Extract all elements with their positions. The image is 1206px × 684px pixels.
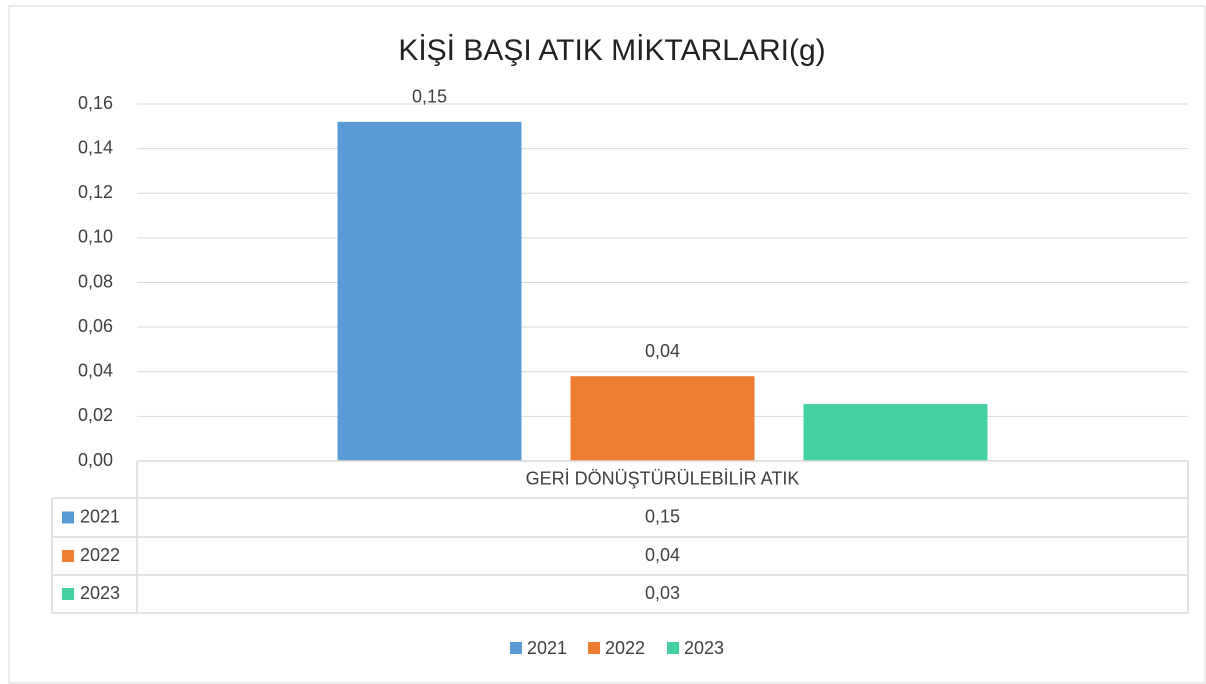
bar [570, 376, 755, 461]
table-series-name: 2022 [80, 545, 120, 565]
legend-key [510, 642, 522, 654]
bar [803, 404, 988, 461]
table-legend-key [62, 550, 74, 562]
y-tick-label: 0,16 [78, 93, 113, 113]
data-label: 0,15 [412, 87, 447, 107]
table-series-name: 2023 [80, 583, 120, 603]
y-tick-label: 0,02 [78, 405, 113, 425]
table-value: 0,15 [645, 506, 680, 526]
chart-title: KİŞİ BAŞI ATIK MİKTARLARI(g) [398, 34, 825, 67]
y-tick-label: 0,00 [78, 450, 113, 470]
y-tick-label: 0,12 [78, 182, 113, 202]
table-legend-key [62, 588, 74, 600]
legend-key [588, 642, 600, 654]
legend-label: 2021 [527, 638, 567, 658]
chart-frame [8, 5, 1206, 684]
legend-label: 2023 [684, 638, 724, 658]
table-legend-key [62, 511, 74, 524]
y-tick-label: 0,04 [78, 361, 113, 381]
table-value: 0,04 [645, 545, 680, 565]
bar [337, 121, 522, 461]
legend-key [667, 642, 679, 654]
y-tick-label: 0,14 [78, 137, 113, 157]
y-tick-label: 0,08 [78, 271, 113, 291]
table-series-name: 2021 [80, 506, 120, 526]
y-tick-label: 0,10 [78, 227, 113, 247]
legend-label: 2022 [605, 638, 645, 658]
table-value: 0,03 [645, 583, 680, 603]
y-tick-label: 0,06 [78, 316, 113, 336]
x-tick-label: GERİ DÖNÜŞTÜRÜLEBİLİR ATIK [526, 468, 800, 488]
data-label: 0,04 [645, 341, 680, 361]
